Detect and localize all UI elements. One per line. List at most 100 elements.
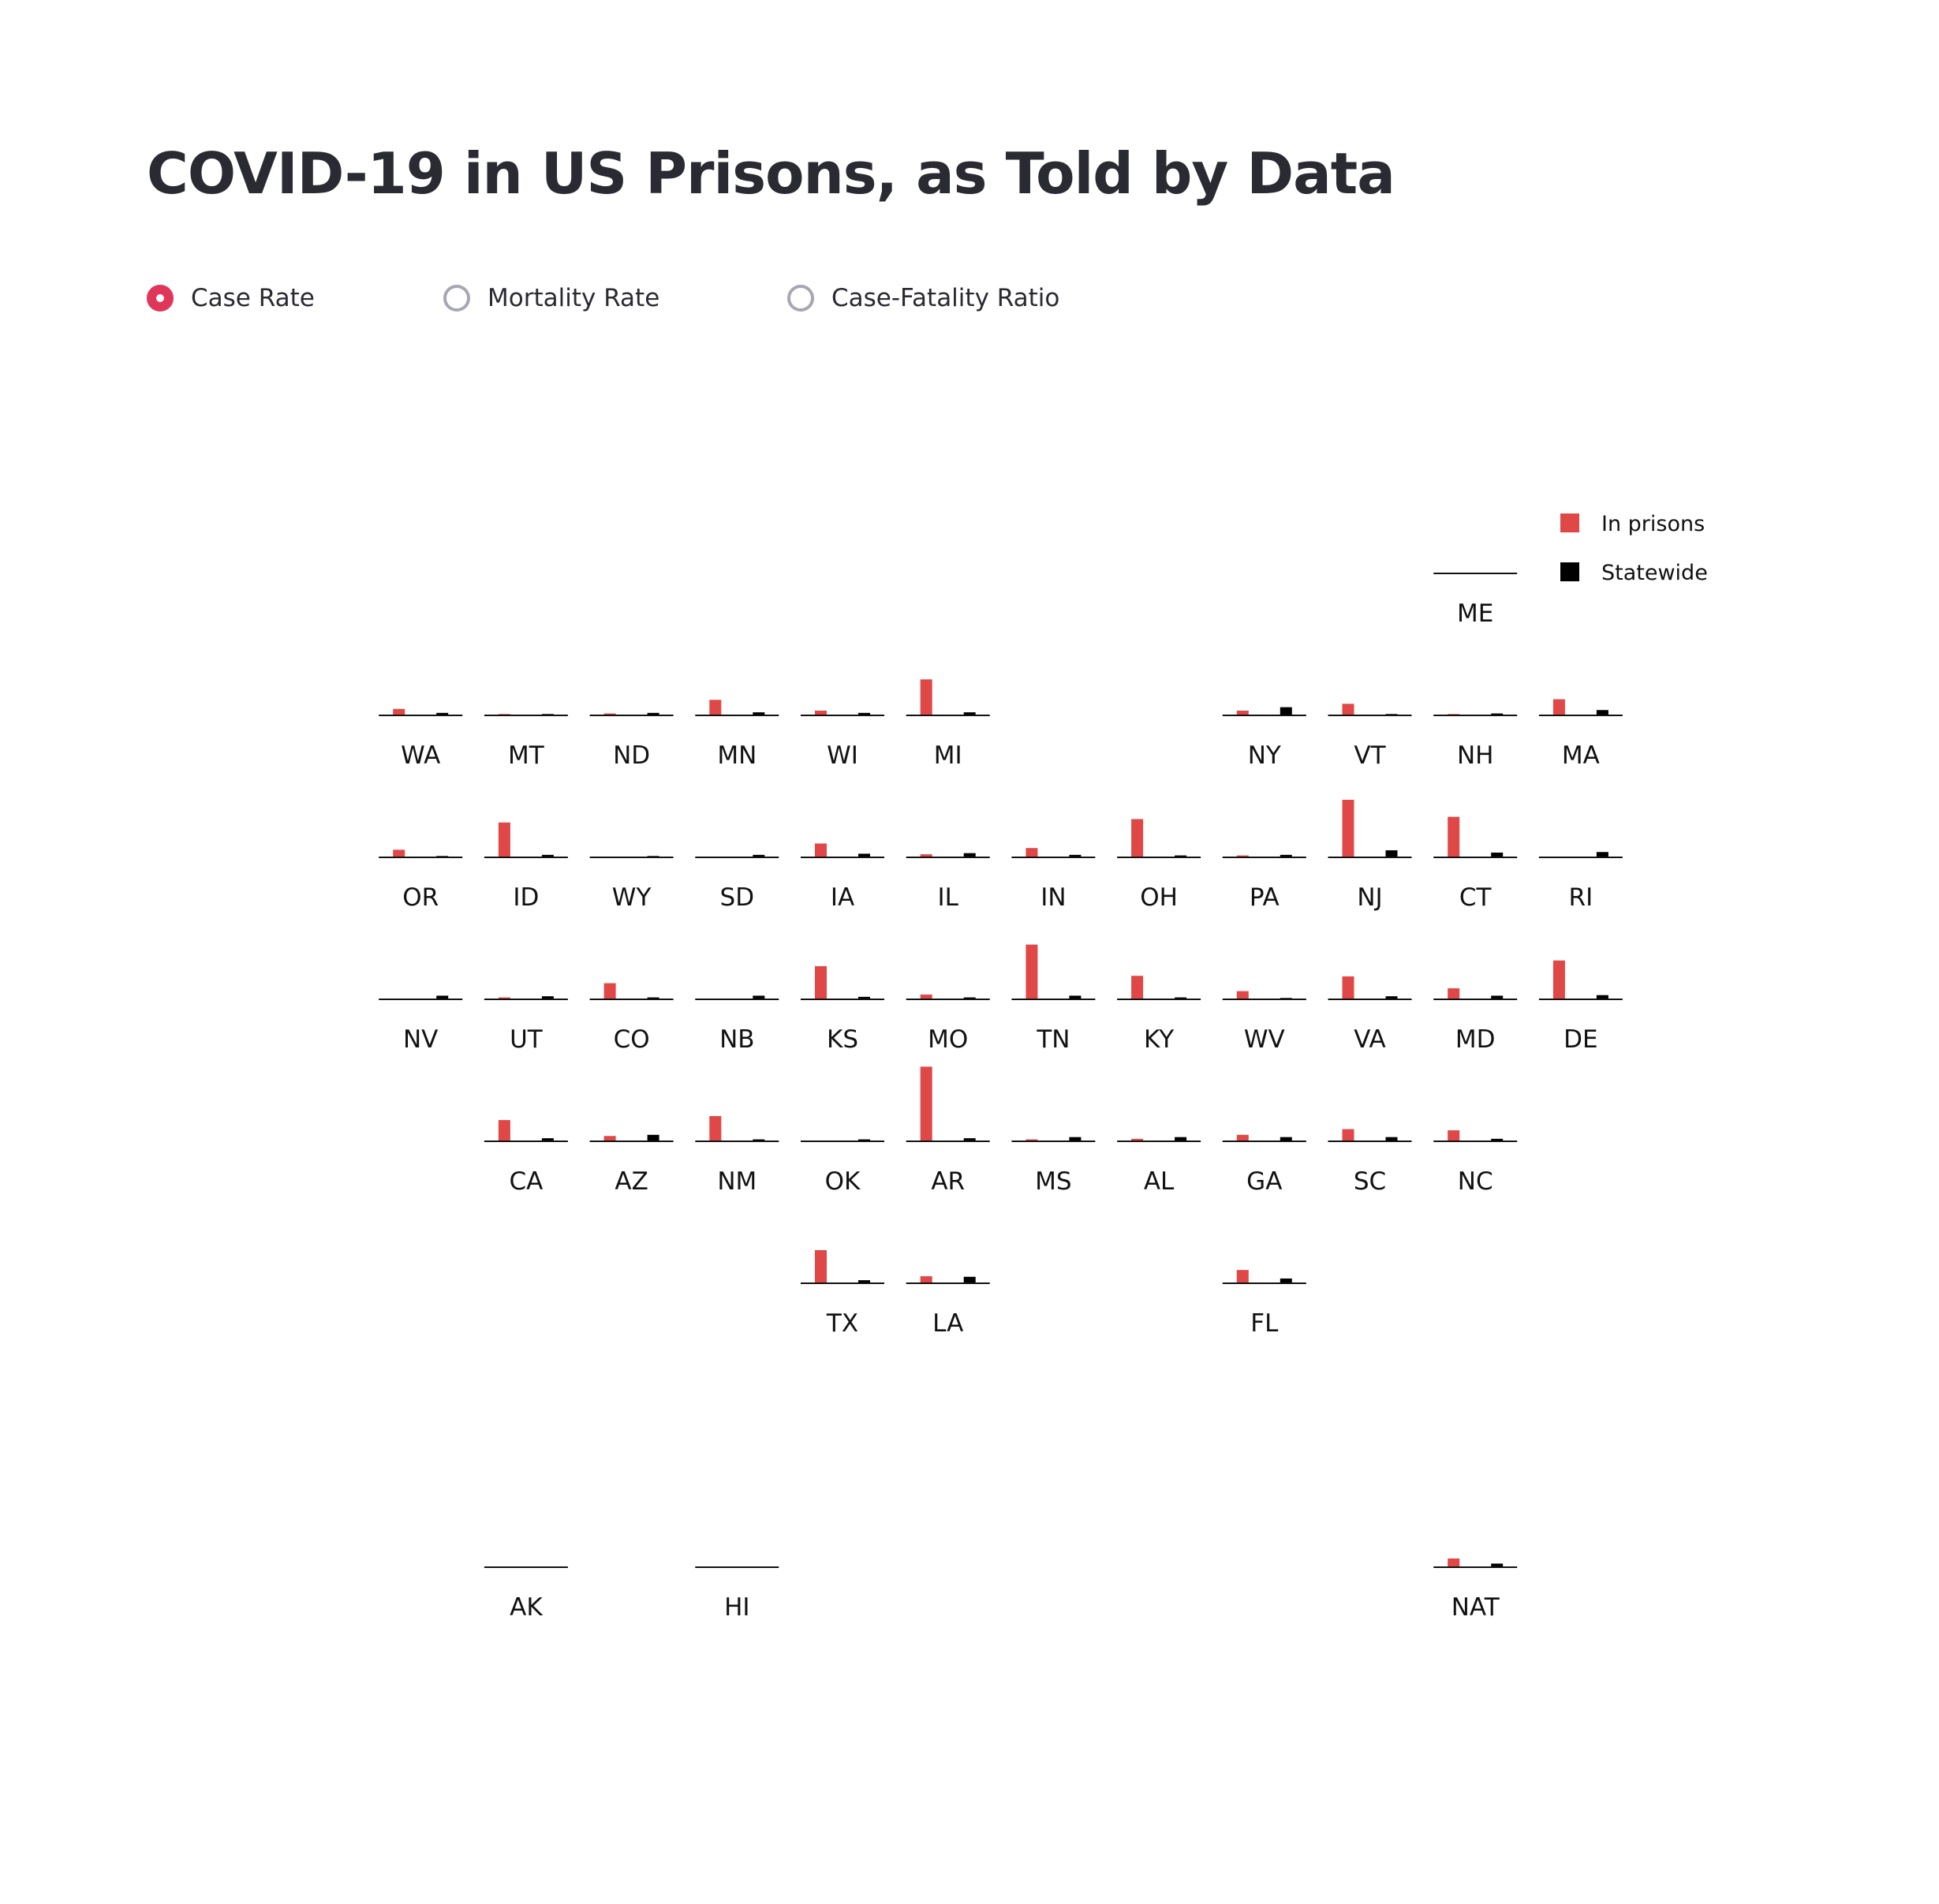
bar-statewide-pa (1280, 854, 1292, 857)
bar-prisons-ut (498, 997, 510, 999)
tile-ar: AR (906, 1066, 990, 1196)
bar-prisons-ca (498, 1120, 510, 1141)
radio-button-mortality-rate[interactable] (443, 285, 470, 312)
state-label-oh: OH (1140, 883, 1178, 912)
state-label-nat: NAT (1451, 1593, 1500, 1622)
bar-prisons-az (603, 1136, 616, 1141)
tile-nb: NB (695, 995, 779, 1054)
bar-prisons-pa (1236, 855, 1249, 857)
bar-prisons-in (1026, 848, 1038, 857)
tile-nat: NAT (1433, 1558, 1518, 1622)
bar-statewide-mi (963, 712, 976, 715)
bar-statewide-fl (1280, 1278, 1292, 1282)
bar-prisons-ar (920, 1066, 932, 1141)
bar-statewide-va (1385, 996, 1398, 999)
state-label-me: ME (1457, 599, 1493, 628)
tile-tx: TX (801, 1249, 884, 1338)
bar-prisons-ky (1131, 976, 1144, 999)
tile-vt: VT (1328, 704, 1412, 770)
state-label-wa: WA (401, 741, 440, 770)
tile-mi: MI (906, 679, 990, 770)
tile-nc: NC (1433, 1130, 1518, 1196)
bar-statewide-nj (1385, 850, 1398, 857)
tile-ga: GA (1222, 1134, 1306, 1196)
bar-statewide-wy (647, 856, 659, 857)
bar-prisons-nd (603, 713, 616, 715)
bar-prisons-mt (498, 714, 510, 715)
radio-label-mortality-rate: Mortality Rate (488, 284, 660, 312)
legend-swatch-prisons (1560, 513, 1579, 532)
bar-statewide-ga (1280, 1137, 1292, 1141)
bar-statewide-sd (753, 854, 765, 857)
state-label-in: IN (1040, 883, 1066, 912)
tile-ky: KY (1117, 976, 1201, 1054)
state-label-nb: NB (719, 1025, 754, 1054)
legend-swatch-statewide (1560, 562, 1579, 581)
bar-statewide-mt (541, 714, 554, 715)
tile-in: IN (1011, 848, 1096, 912)
state-label-hi: HI (724, 1593, 749, 1622)
bar-prisons-mo (920, 994, 932, 999)
state-label-va: VA (1354, 1025, 1385, 1054)
tile-la: LA (906, 1276, 990, 1338)
bar-prisons-ny (1236, 710, 1249, 715)
bar-prisons-fl (1236, 1270, 1249, 1282)
tile-hi: HI (695, 1566, 779, 1622)
bar-prisons-ct (1448, 816, 1460, 857)
bar-statewide-mo (963, 997, 976, 999)
tile-ri: RI (1538, 852, 1623, 912)
bar-statewide-al (1175, 1137, 1187, 1141)
bar-prisons-ma (1552, 699, 1565, 715)
tile-il: IL (906, 853, 990, 912)
state-label-tx: TX (826, 1309, 858, 1338)
radio-option-case-fatality-ratio[interactable]: Case-Fatality Ratio (787, 274, 1059, 322)
radio-option-mortality-rate[interactable]: Mortality Rate (443, 274, 659, 322)
tile-ks: KS (801, 965, 884, 1054)
tile-ct: CT (1433, 816, 1518, 912)
tile-tn: TN (1011, 944, 1096, 1054)
bar-statewide-ca (541, 1138, 554, 1141)
state-label-ut: UT (510, 1025, 544, 1054)
bar-prisons-il (920, 854, 932, 857)
radio-button-case-rate[interactable] (147, 285, 174, 312)
tile-ny: NY (1222, 707, 1306, 770)
state-label-id: ID (513, 883, 539, 912)
bar-statewide-md (1491, 995, 1504, 999)
radio-button-case-fatality-ratio[interactable] (787, 285, 814, 312)
bar-statewide-ct (1491, 852, 1504, 857)
state-label-wy: WY (612, 883, 652, 912)
bar-statewide-wi (858, 712, 870, 715)
radio-option-case-rate[interactable]: Case Rate (147, 274, 315, 322)
legend: In prisons Statewide (1560, 512, 1708, 585)
state-label-ct: CT (1459, 883, 1493, 912)
tile-or: OR (379, 849, 463, 912)
state-label-ga: GA (1246, 1167, 1282, 1196)
bar-prisons-mi (920, 679, 932, 715)
bar-statewide-il (963, 853, 976, 857)
state-label-al: AL (1144, 1167, 1175, 1196)
state-label-nm: NM (717, 1167, 757, 1196)
bar-statewide-az (647, 1134, 659, 1141)
state-label-ks: KS (827, 1025, 858, 1054)
tile-oh: OH (1117, 819, 1201, 912)
bar-prisons-nj (1342, 800, 1354, 857)
state-label-tn: TN (1036, 1025, 1070, 1054)
bar-prisons-nat (1448, 1558, 1460, 1566)
tile-me: ME (1433, 573, 1518, 628)
bar-prisons-sc (1342, 1129, 1354, 1141)
tile-ia: IA (801, 843, 884, 912)
bar-statewide-ms (1069, 1137, 1082, 1141)
tile-mo: MO (906, 994, 990, 1054)
state-label-mi: MI (934, 741, 962, 770)
bar-prisons-md (1448, 988, 1460, 999)
bar-statewide-tn (1069, 995, 1082, 999)
bar-prisons-ks (815, 965, 827, 999)
state-label-mo: MO (928, 1025, 968, 1054)
state-label-md: MD (1455, 1025, 1496, 1054)
state-label-de: DE (1564, 1025, 1597, 1054)
state-label-ri: RI (1569, 883, 1593, 912)
tile-mt: MT (484, 714, 568, 770)
bar-statewide-vt (1385, 714, 1398, 715)
legend-label-statewide: Statewide (1601, 561, 1708, 585)
bar-prisons-de (1552, 960, 1565, 999)
